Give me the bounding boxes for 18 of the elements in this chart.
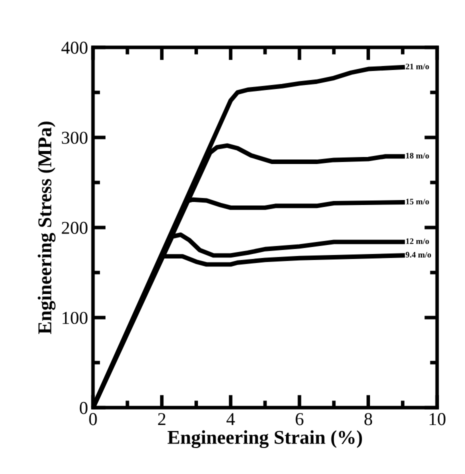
- x-tick-label: 8: [364, 413, 372, 426]
- legend-label: 21 m/o: [406, 64, 429, 70]
- legend-label: 12 m/o: [406, 238, 429, 244]
- x-tick-label: 6: [296, 413, 304, 426]
- series-label: 15 m/o: [406, 198, 429, 204]
- x-tick-label: 10: [430, 413, 446, 426]
- y-axis-title: Engineering Stress (MPa): [38, 122, 56, 334]
- x-tick-label: 0: [89, 413, 97, 426]
- y-tick-label: 300: [62, 132, 88, 144]
- x-tick-label: 2: [158, 413, 166, 426]
- y-tick-label: 0: [80, 402, 88, 414]
- x-tick-label: 4: [226, 413, 235, 426]
- y-tick-label: 100: [62, 312, 88, 324]
- y-tick-label: 400: [61, 42, 88, 54]
- series-label: 9.4 m/o: [406, 252, 432, 258]
- y-tick-label: 200: [62, 222, 88, 234]
- series-label: 18 m/o: [406, 152, 429, 158]
- x-axis-title: Engineering Strain (%): [168, 430, 362, 448]
